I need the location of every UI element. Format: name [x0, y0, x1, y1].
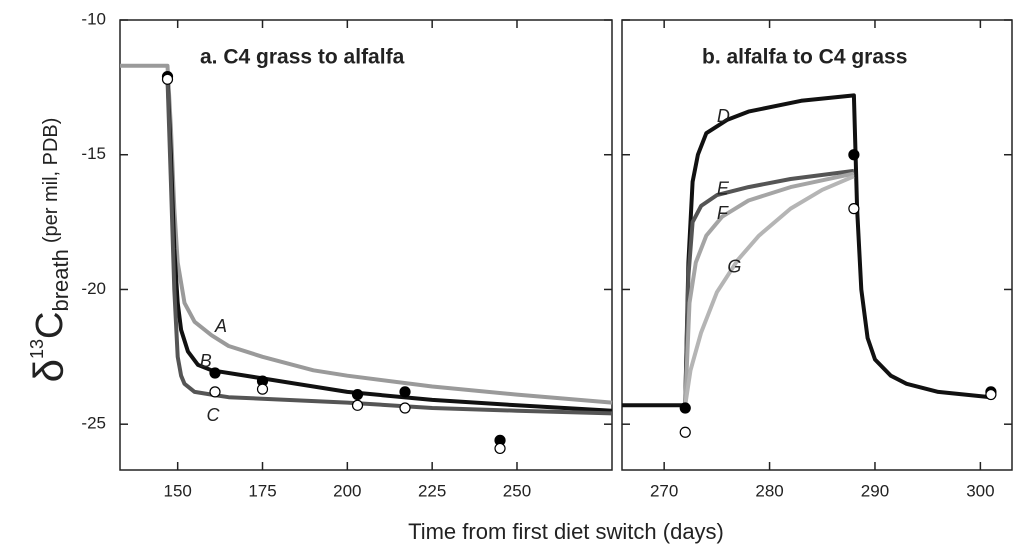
line-label: A — [214, 316, 227, 336]
x-tick-label: 290 — [861, 481, 889, 500]
y-label-base: C — [29, 312, 71, 339]
plot-frame — [119, 19, 613, 471]
line-label: E — [717, 179, 730, 199]
y-axis-label: δ13Cbreath (per mil, PDB) — [25, 118, 73, 383]
data-point — [399, 402, 411, 414]
line — [165, 76, 613, 413]
data-point — [209, 386, 221, 398]
x-tick-label: 225 — [418, 481, 446, 500]
y-label-units: (per mil, PDB) — [40, 118, 62, 244]
data-point — [848, 149, 860, 161]
line — [683, 168, 855, 406]
x-tick-label: 200 — [333, 481, 361, 500]
data-point — [256, 383, 269, 395]
x-axis-label: Time from first diet switch (days) — [408, 519, 724, 544]
y-label-symbol: δ — [25, 359, 72, 382]
y-tick-label: -15 — [81, 144, 106, 163]
panel-title: a. C4 grass to alfalfa — [200, 46, 405, 69]
line — [622, 93, 992, 408]
x-tick-label: 250 — [503, 481, 531, 500]
y-tick-label: -20 — [81, 279, 106, 298]
data-point — [351, 388, 364, 401]
data-point — [679, 426, 691, 438]
x-tick-label: 175 — [248, 481, 276, 500]
data-point — [494, 442, 506, 455]
x-tick-label: 300 — [966, 481, 994, 500]
line — [683, 171, 855, 406]
line — [683, 174, 855, 406]
x-tick-label: 270 — [650, 481, 678, 500]
line-label: F — [717, 203, 729, 223]
y-tick-label: -10 — [81, 9, 106, 28]
line-label: D — [717, 106, 730, 126]
y-tick-label: -25 — [81, 414, 106, 433]
y-label-superscript: 13 — [27, 339, 47, 359]
data-point — [209, 367, 221, 379]
data-point — [399, 386, 411, 398]
x-tick-label: 280 — [755, 481, 783, 500]
y-label-subscript: breath — [48, 249, 73, 311]
line — [120, 63, 613, 405]
x-tick-label: 150 — [163, 481, 191, 500]
data-point — [679, 402, 691, 414]
data-point — [161, 73, 174, 85]
line-label: C — [207, 405, 221, 425]
data-point — [351, 399, 364, 411]
line-label: B — [200, 351, 212, 371]
data-point — [985, 388, 997, 401]
panel-title: b. alfalfa to C4 grass — [702, 46, 907, 69]
plot-frame — [621, 19, 1013, 471]
data-point — [848, 203, 860, 215]
line — [165, 79, 613, 416]
line-label: G — [727, 257, 741, 277]
